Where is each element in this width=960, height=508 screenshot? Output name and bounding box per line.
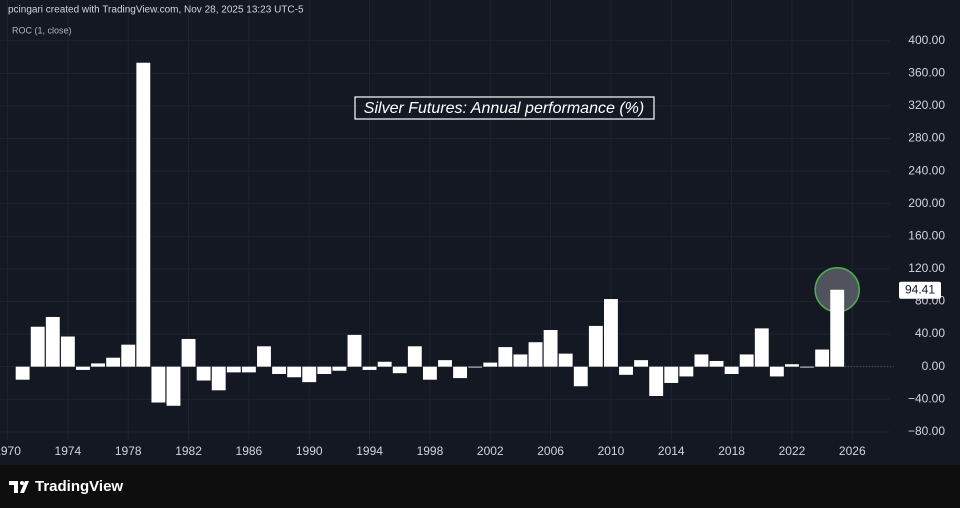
bar [785, 364, 799, 367]
y-tick-label: 0.00 [922, 359, 946, 373]
logo-dot [20, 481, 24, 485]
bar [468, 366, 483, 368]
bar [15, 366, 30, 380]
y-tick-label: 320.00 [908, 98, 945, 112]
bar [603, 299, 618, 367]
bar [815, 349, 830, 367]
bar [91, 363, 105, 367]
bar [257, 346, 271, 367]
bar [226, 366, 241, 373]
bars [15, 62, 860, 406]
x-tick-label: 1970 [0, 444, 21, 458]
bar [679, 366, 694, 377]
y-tick-label: 400.00 [908, 33, 945, 47]
x-tick-label: 2014 [658, 444, 685, 458]
bar [694, 354, 709, 367]
bar [634, 360, 649, 367]
bar [528, 342, 543, 367]
bar [422, 366, 437, 380]
bar [830, 289, 845, 367]
bar [588, 325, 603, 367]
bar [76, 366, 90, 370]
bar [498, 347, 513, 367]
x-tick-label: 2018 [718, 444, 745, 458]
bar [724, 366, 739, 374]
y-tick-label: 280.00 [908, 131, 945, 145]
bar [241, 366, 256, 373]
chart-title: Silver Futures: Annual performance (%) [364, 100, 644, 117]
bar [272, 366, 287, 374]
credit: pcingari created with TradingView.com, N… [8, 5, 304, 16]
y-tick-label: 120.00 [908, 261, 945, 275]
x-tick-label: 1994 [356, 444, 383, 458]
bar [573, 366, 588, 387]
bar [558, 353, 573, 367]
last-value-label: 94.41 [905, 282, 935, 296]
bar [377, 361, 392, 367]
bar [513, 354, 528, 367]
x-tick-label: 1978 [115, 444, 142, 458]
x-tick-label: 2010 [598, 444, 625, 458]
bar [362, 366, 377, 370]
bar [30, 326, 45, 367]
bar [438, 360, 452, 367]
y-tick-label: −80.00 [908, 424, 945, 438]
bar [302, 366, 317, 383]
x-tick-label: 1998 [417, 444, 444, 458]
bar [392, 366, 407, 374]
bar [739, 354, 754, 367]
bar [407, 346, 422, 367]
y-tick-label: 240.00 [908, 163, 945, 177]
bar [166, 366, 181, 406]
bar [453, 366, 468, 379]
bar [211, 366, 226, 391]
x-tick-label: 2022 [779, 444, 806, 458]
bar [483, 362, 498, 367]
bar [106, 357, 121, 367]
bar [347, 334, 362, 367]
x-tick-label: 2002 [477, 444, 504, 458]
brand: TradingView [35, 478, 123, 495]
y-tick-label: 160.00 [908, 228, 945, 242]
x-tick-label: 1990 [296, 444, 323, 458]
title-box [354, 96, 655, 120]
bar [754, 328, 769, 367]
bar [196, 366, 211, 381]
bar [709, 360, 724, 367]
bar [136, 62, 151, 367]
bar [769, 366, 784, 377]
bar [619, 366, 633, 375]
bar [287, 366, 302, 378]
bar [649, 366, 664, 396]
bar [664, 366, 679, 383]
logo-icon [9, 481, 29, 493]
y-tick-label: 360.00 [908, 66, 945, 80]
y-tick-label: 200.00 [908, 196, 945, 210]
bar [121, 344, 136, 367]
bar [317, 366, 332, 374]
tradingview-logo [9, 481, 29, 493]
bar [45, 316, 60, 367]
x-tick-label: 1982 [175, 444, 202, 458]
bar [60, 336, 75, 367]
x-tick-label: 2026 [839, 444, 866, 458]
y-tick-label: −40.00 [908, 391, 945, 405]
indicator-label: ROC (1, close) [12, 25, 72, 35]
bar [151, 366, 166, 403]
y-tick-label: 40.00 [915, 326, 945, 340]
x-tick-label: 2006 [537, 444, 564, 458]
bar [543, 330, 558, 367]
last-value-box [899, 281, 941, 299]
bar [332, 366, 347, 371]
bar [800, 366, 814, 368]
x-tick-label: 1974 [55, 444, 82, 458]
axis-labels: −80.00−40.000.0040.0080.00120.00160.0020… [0, 33, 945, 458]
x-tick-label: 1986 [236, 444, 263, 458]
bar [181, 338, 196, 367]
